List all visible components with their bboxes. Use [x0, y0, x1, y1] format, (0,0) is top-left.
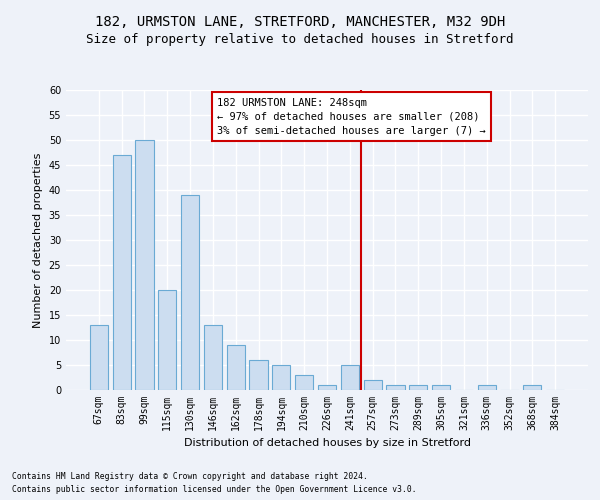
- Bar: [272, 365, 290, 390]
- Bar: [341, 365, 359, 390]
- Bar: [136, 140, 154, 390]
- Bar: [158, 290, 176, 390]
- Text: Contains public sector information licensed under the Open Government Licence v3: Contains public sector information licen…: [12, 484, 416, 494]
- Bar: [386, 385, 404, 390]
- Bar: [478, 385, 496, 390]
- Bar: [250, 360, 268, 390]
- Bar: [409, 385, 427, 390]
- Bar: [227, 345, 245, 390]
- Bar: [364, 380, 382, 390]
- Bar: [295, 375, 313, 390]
- Text: Size of property relative to detached houses in Stretford: Size of property relative to detached ho…: [86, 32, 514, 46]
- Y-axis label: Number of detached properties: Number of detached properties: [33, 152, 43, 328]
- Bar: [204, 325, 222, 390]
- Bar: [181, 195, 199, 390]
- X-axis label: Distribution of detached houses by size in Stretford: Distribution of detached houses by size …: [184, 438, 470, 448]
- Bar: [432, 385, 450, 390]
- Bar: [90, 325, 108, 390]
- Bar: [523, 385, 541, 390]
- Text: 182, URMSTON LANE, STRETFORD, MANCHESTER, M32 9DH: 182, URMSTON LANE, STRETFORD, MANCHESTER…: [95, 15, 505, 29]
- Text: 182 URMSTON LANE: 248sqm
← 97% of detached houses are smaller (208)
3% of semi-d: 182 URMSTON LANE: 248sqm ← 97% of detach…: [217, 98, 486, 136]
- Bar: [318, 385, 336, 390]
- Text: Contains HM Land Registry data © Crown copyright and database right 2024.: Contains HM Land Registry data © Crown c…: [12, 472, 368, 481]
- Bar: [113, 155, 131, 390]
